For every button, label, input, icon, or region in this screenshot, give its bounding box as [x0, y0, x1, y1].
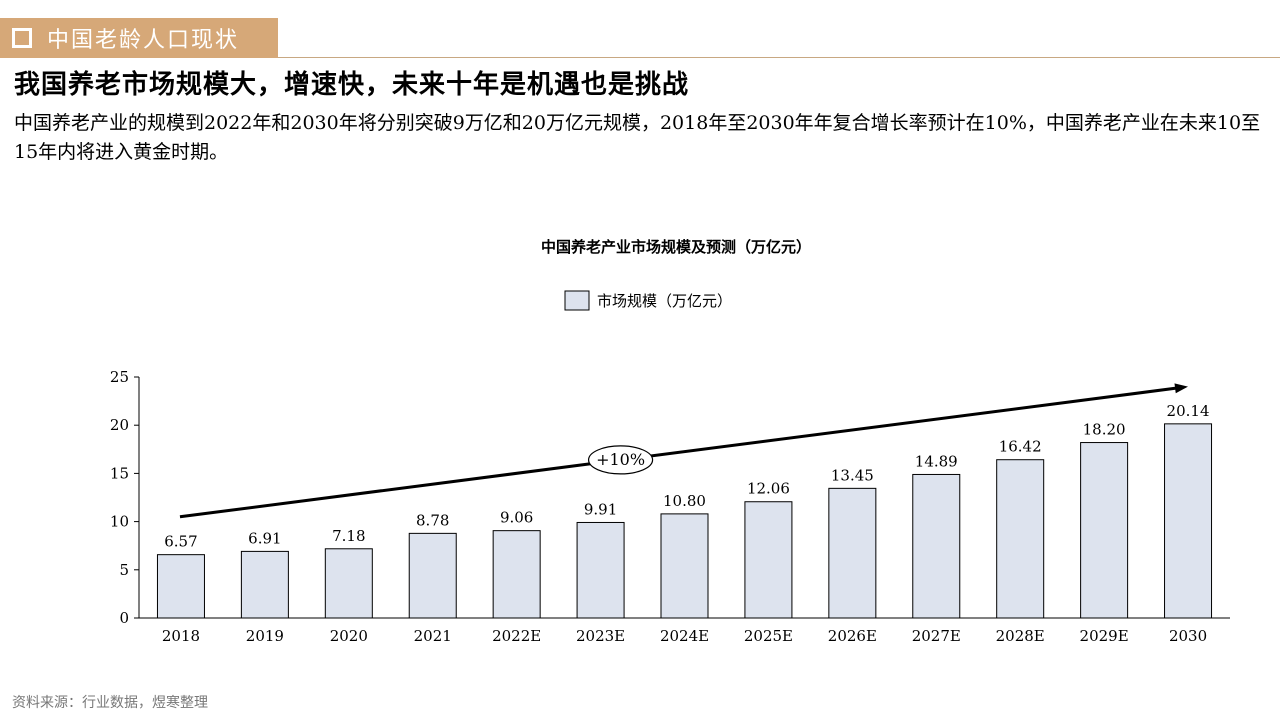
legend-swatch — [564, 290, 590, 311]
data-label: 6.57 — [164, 533, 197, 551]
y-tick-label: 25 — [110, 368, 129, 386]
x-tick-label: 2030 — [1169, 627, 1207, 645]
legend-label: 市场规模（万亿元） — [597, 292, 732, 310]
bars: 6.57 2018 6.91 2019 7.18 2020 8.78 2021 9.06 2022… — [156, 402, 1213, 645]
x-tick-label: 2026E — [828, 627, 877, 645]
data-label: 8.78 — [416, 511, 449, 529]
y-tick-label: 15 — [110, 464, 129, 482]
bar — [324, 548, 373, 619]
x-tick-label: 2025E — [744, 627, 793, 645]
x-tick-label: 2021 — [414, 627, 452, 645]
trend-annotation: +10% — [179, 383, 1188, 519]
data-label: 14.89 — [915, 452, 958, 470]
bar — [492, 530, 541, 619]
arrowhead-icon — [1174, 383, 1188, 394]
data-label: 12.06 — [747, 480, 790, 498]
y-tick-label: 5 — [119, 561, 129, 579]
y-tick-label: 0 — [119, 609, 129, 627]
bar — [660, 513, 709, 619]
bar — [240, 550, 289, 619]
y-tick-label: 20 — [110, 416, 129, 434]
x-tick-label: 2022E — [492, 627, 541, 645]
x-tick-label: 2018 — [162, 627, 200, 645]
x-tick-label: 2027E — [912, 627, 961, 645]
data-label: 13.45 — [831, 466, 874, 484]
x-tick-label: 2024E — [660, 627, 709, 645]
data-label: 10.80 — [663, 492, 706, 510]
data-label: 9.91 — [584, 500, 617, 518]
data-label: 16.42 — [999, 438, 1042, 456]
x-tick-label: 2020 — [330, 627, 368, 645]
trend-arrow-line — [179, 386, 1181, 519]
bar — [1080, 442, 1129, 619]
intro-paragraph: 中国养老产业的规模到2022年和2030年将分别突破9万亿和20万亿元规模，20… — [14, 112, 1261, 163]
x-tick-label: 2028E — [996, 627, 1045, 645]
axes: 0 5 10 15 20 25 — [110, 368, 1230, 627]
bar — [996, 459, 1045, 619]
bar — [408, 532, 457, 619]
section-tab: 中国老龄人口现状 — [0, 18, 278, 58]
annotation-bubble — [587, 445, 654, 475]
square-icon — [12, 28, 32, 48]
bar — [576, 521, 625, 619]
data-label: 7.18 — [332, 527, 365, 545]
bar — [744, 501, 793, 619]
bar-chart: 中国养老产业市场规模及预测（万亿元） 市场规模（万亿元） 0510152025 … — [110, 238, 1230, 645]
bar — [1164, 423, 1213, 619]
bar — [828, 487, 877, 619]
bar — [156, 554, 205, 619]
headline: 我国养老市场规模大，增速快，未来十年是机遇也是挑战 — [14, 70, 690, 100]
legend: 市场规模（万亿元） — [564, 290, 732, 311]
data-label: 20.14 — [1167, 402, 1210, 420]
data-label: 6.91 — [248, 529, 281, 547]
source-note: 资料来源：行业数据，煜寒整理 — [12, 695, 208, 711]
section-title: 中国老龄人口现状 — [47, 28, 240, 53]
x-tick-label: 2029E — [1080, 627, 1129, 645]
annotation-label: +10% — [596, 450, 645, 469]
x-tick-label: 2023E — [576, 627, 625, 645]
chart-title: 中国养老产业市场规模及预测（万亿元） — [541, 238, 811, 256]
y-tick-label: 10 — [110, 513, 129, 531]
bar — [912, 473, 961, 619]
data-label: 18.20 — [1083, 421, 1126, 439]
data-label: 9.06 — [500, 509, 533, 527]
x-tick-label: 2019 — [246, 627, 284, 645]
header-divider — [278, 57, 1280, 58]
